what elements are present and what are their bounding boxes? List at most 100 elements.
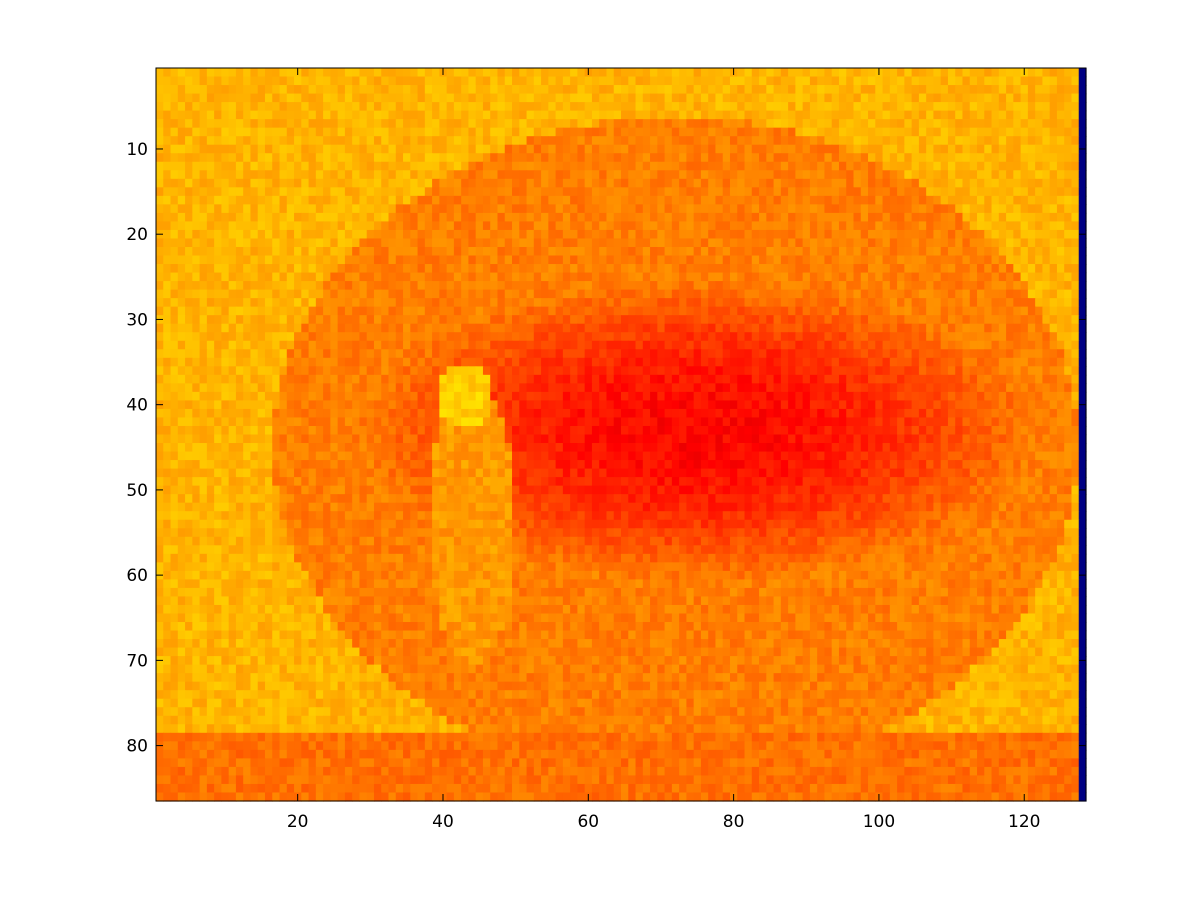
heatmap-cell [657, 68, 666, 78]
heatmap-cell [606, 204, 615, 214]
heatmap-cell [221, 221, 230, 231]
heatmap-cell [977, 306, 985, 316]
heatmap-cell [250, 221, 259, 231]
heatmap-cell [846, 212, 855, 223]
heatmap-cell [671, 161, 680, 171]
heatmap-cell [868, 298, 876, 308]
heatmap-cell [947, 340, 956, 350]
heatmap-cell [352, 323, 361, 333]
heatmap-cell [170, 76, 179, 86]
heatmap-cell [969, 391, 978, 401]
heatmap-cell [221, 374, 230, 384]
heatmap-cell [294, 76, 302, 86]
heatmap-cell [519, 281, 528, 291]
heatmap-cell [1042, 68, 1051, 78]
heatmap-cell [606, 229, 615, 240]
heatmap-cell [744, 144, 753, 154]
heatmap-cell [977, 204, 985, 214]
heatmap-cell [257, 298, 266, 308]
heatmap-cell [635, 93, 644, 103]
heatmap-cell [1035, 110, 1044, 120]
heatmap-cell [446, 102, 455, 112]
heatmap-cell [1056, 340, 1065, 350]
heatmap-cell [482, 170, 491, 180]
heatmap-cell [373, 281, 382, 291]
heatmap-cell [570, 212, 579, 223]
heatmap-cell [751, 281, 760, 291]
heatmap-cell [257, 323, 266, 333]
heatmap-cell [584, 306, 593, 316]
heatmap-cell [432, 85, 440, 95]
heatmap-cell [330, 306, 339, 316]
heatmap-cell [773, 68, 782, 78]
heatmap-cell [286, 229, 295, 240]
heatmap-cell [359, 110, 368, 120]
heatmap-cell [1027, 119, 1036, 129]
heatmap-cell [693, 332, 702, 342]
heatmap-cell [381, 76, 390, 86]
heatmap-cell [1013, 306, 1022, 316]
heatmap-cell [947, 195, 956, 205]
heatmap-cell [911, 298, 920, 308]
heatmap-cell [650, 349, 658, 359]
heatmap-cell [984, 76, 993, 86]
heatmap-cell [918, 340, 927, 350]
heatmap-cell [562, 93, 571, 103]
heatmap-cell [853, 195, 862, 205]
heatmap-cell [824, 357, 833, 367]
heatmap-cell [635, 204, 644, 214]
heatmap-cell [686, 340, 695, 350]
heatmap-cell [729, 136, 738, 146]
heatmap-cell [715, 170, 724, 180]
heatmap-cell [650, 264, 658, 274]
heatmap-cell [897, 306, 905, 316]
heatmap-cell [889, 85, 898, 95]
heatmap-cell [817, 246, 826, 257]
heatmap-cell [373, 221, 382, 231]
heatmap-cell [642, 366, 651, 376]
heatmap-cell [461, 102, 470, 112]
heatmap-cell [388, 144, 397, 154]
heatmap-cell [686, 332, 695, 342]
heatmap-cell [700, 229, 709, 240]
heatmap-cell [918, 255, 927, 265]
heatmap-cell [664, 272, 673, 282]
heatmap-cell [831, 281, 840, 291]
heatmap-cell [635, 153, 644, 163]
heatmap-cell [228, 127, 237, 137]
heatmap-cell [1064, 178, 1073, 188]
heatmap-cell [693, 264, 702, 274]
heatmap-cell [795, 366, 804, 376]
heatmap-cell [1013, 204, 1022, 214]
heatmap-cell [1064, 161, 1073, 171]
heatmap-cell [221, 93, 230, 103]
heatmap-cell [286, 68, 295, 78]
heatmap-cell [301, 144, 310, 154]
heatmap-cell [519, 246, 528, 257]
heatmap-cell [773, 229, 782, 240]
heatmap-cell [424, 374, 433, 384]
heatmap-cell [664, 212, 673, 223]
heatmap-cell [853, 289, 862, 299]
heatmap-cell [882, 391, 891, 401]
heatmap-cell [323, 298, 331, 308]
heatmap-cell [446, 110, 455, 120]
heatmap-cell [214, 144, 222, 154]
heatmap-cell [156, 153, 164, 163]
heatmap-cell [533, 153, 542, 163]
heatmap-cell [831, 153, 840, 163]
heatmap-cell [635, 340, 644, 350]
heatmap-cell [504, 238, 513, 248]
heatmap-cell [846, 221, 855, 231]
heatmap-cell [555, 332, 564, 342]
heatmap-cell [1064, 119, 1073, 129]
heatmap-cell [1078, 374, 1087, 384]
heatmap-cell [998, 187, 1007, 197]
heatmap-cell [555, 281, 564, 291]
heatmap-cell [381, 85, 390, 95]
heatmap-cell [599, 85, 608, 95]
heatmap-cell [635, 229, 644, 240]
heatmap-cell [1042, 170, 1051, 180]
heatmap-cell [802, 85, 811, 95]
heatmap-cell [926, 255, 935, 265]
